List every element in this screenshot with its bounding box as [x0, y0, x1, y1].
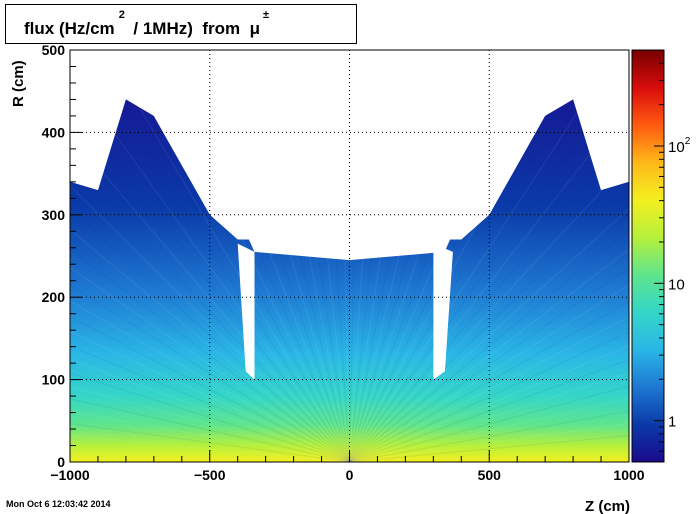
x-tick-label: 1000 — [613, 467, 644, 483]
heatmap-ray — [70, 99, 350, 462]
y-tick-label: 100 — [42, 372, 66, 388]
heatmap-ray — [70, 99, 350, 462]
heatmap-ray — [349, 99, 629, 462]
x-tick-label: −1000 — [50, 467, 90, 483]
timestamp: Mon Oct 6 12:03:42 2014 — [6, 499, 111, 509]
heatmap-ray — [349, 249, 629, 462]
colorbar-tick-label: 102 — [668, 136, 691, 156]
x-tick-label: −500 — [194, 467, 226, 483]
x-axis-label: Z (cm) — [585, 498, 630, 514]
heatmap-ray — [349, 277, 629, 462]
colorbar-ticks: 1 10 102 — [654, 49, 691, 463]
heatmap-ray — [349, 99, 629, 462]
y-tick-label: 300 — [42, 207, 66, 223]
heatmap-ray — [349, 306, 629, 462]
heatmap-ray — [70, 395, 350, 462]
right-notch — [433, 243, 453, 380]
title-box: flux (Hz/cm 2 / 1MHz) from μ ± — [5, 4, 357, 44]
y-tick-label: 0 — [57, 454, 65, 470]
heatmap-ray — [70, 336, 350, 462]
y-tick-label: 500 — [42, 42, 66, 58]
heatmap-ray — [349, 99, 629, 462]
colorbar-tick-label: 1 — [668, 414, 676, 431]
heatmap-ray — [349, 336, 629, 462]
heatmap-ray — [349, 99, 629, 462]
left-notch — [237, 243, 255, 380]
heatmap-ray — [70, 277, 350, 462]
heatmap-ray — [70, 365, 350, 462]
heatmap-ray — [349, 165, 629, 462]
heatmap-ray — [70, 99, 350, 462]
heatmap-ray — [70, 220, 350, 462]
y-tick-label: 400 — [42, 124, 66, 140]
colorbar-tick-label: 10 — [668, 276, 685, 293]
heatmap-ray — [70, 99, 350, 462]
heatmap-ray — [349, 395, 629, 462]
heatmap-ray — [70, 99, 350, 462]
heatmap-ray — [70, 99, 350, 462]
x-tick-label: 0 — [346, 467, 354, 483]
heatmap-ray — [70, 99, 351, 462]
heatmap-ray — [349, 192, 629, 462]
heatmap-ray — [348, 99, 629, 462]
grid-lines — [70, 50, 629, 462]
y-axis-label: R (cm) — [10, 60, 27, 107]
heatmap-ray — [70, 99, 350, 462]
x-tick-label: 500 — [478, 467, 502, 483]
heatmap-ray — [349, 99, 629, 462]
heatmap-ray — [349, 99, 629, 462]
heatmap-ray — [349, 99, 629, 462]
colorbar — [631, 49, 665, 463]
detector-gaps — [237, 243, 453, 380]
y-tick-label: 200 — [42, 289, 66, 305]
heatmap-ray — [349, 220, 629, 462]
x-axis: −1000 −500 0 500 1000 — [50, 450, 645, 483]
y-axis: 0 100 200 300 400 500 — [42, 42, 82, 470]
heatmap-ray — [349, 99, 629, 462]
heatmap-ray — [349, 99, 629, 462]
heatmap-ray — [349, 112, 629, 462]
chart-title: flux (Hz/cm 2 / 1MHz) from μ ± — [24, 9, 270, 38]
heatmap-ray — [70, 138, 350, 462]
heatmap-ray — [70, 99, 351, 462]
heatmap-ray — [70, 306, 350, 462]
heatmap-ray — [70, 99, 350, 462]
heatmap-ray — [70, 112, 350, 462]
heatmap-ray — [349, 99, 629, 462]
heatmap-ray — [70, 249, 350, 462]
heatmap-ray — [70, 192, 350, 462]
heatmap-ray — [70, 99, 350, 462]
heatmap-ray — [70, 165, 350, 462]
heatmap-ray — [349, 138, 629, 462]
heatmap-ray — [349, 365, 629, 462]
heatmap-ray — [348, 99, 629, 462]
